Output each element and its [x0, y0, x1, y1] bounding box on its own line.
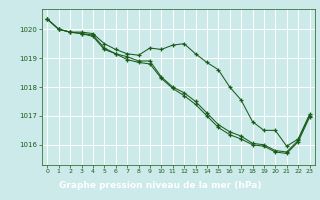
Text: Graphe pression niveau de la mer (hPa): Graphe pression niveau de la mer (hPa): [59, 182, 261, 190]
